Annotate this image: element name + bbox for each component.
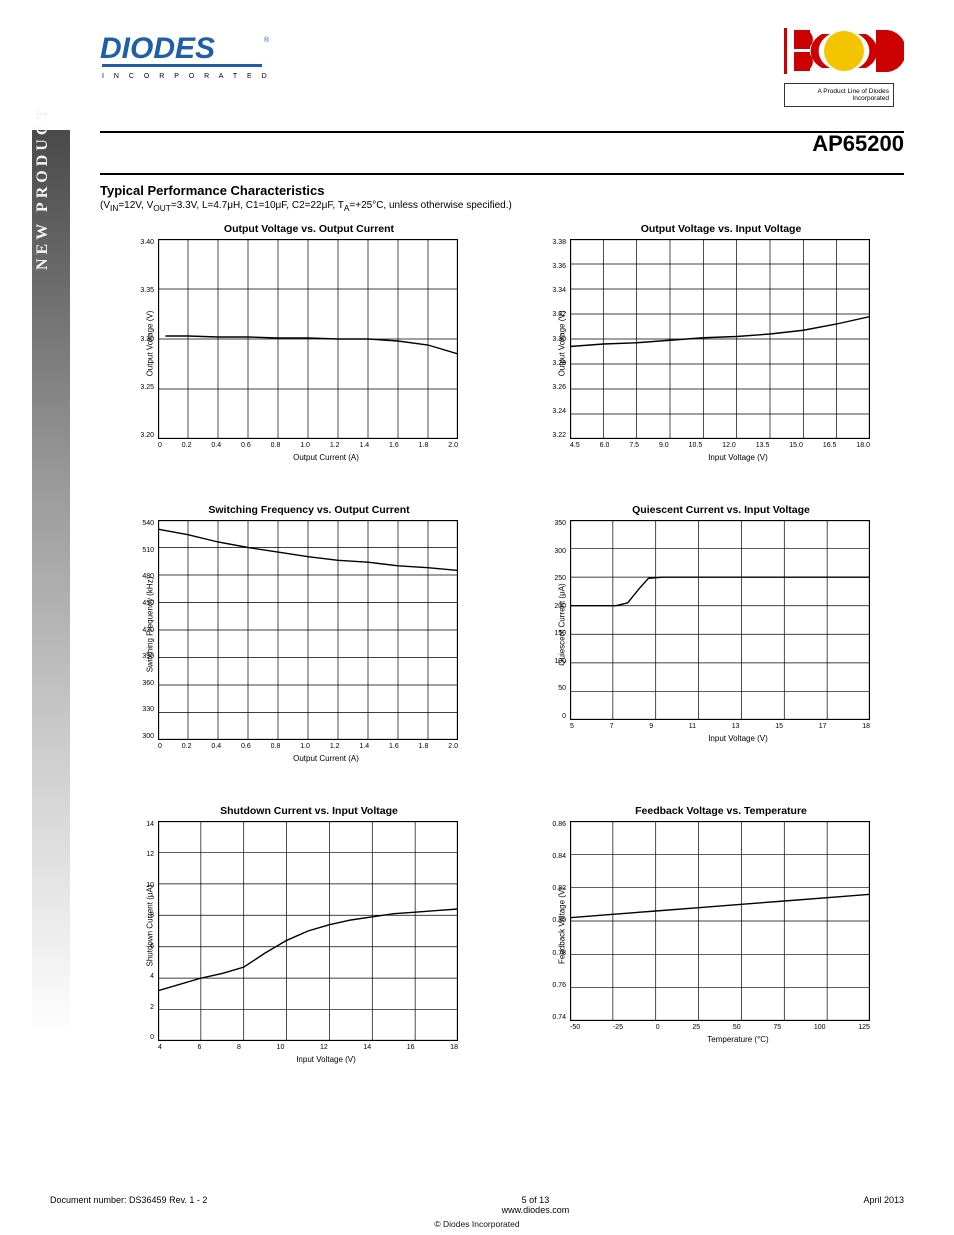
chart-yticks: 3.203.253.303.353.40 <box>130 239 154 439</box>
cond-p3: =3.3V, L=4.7μH, C1=10μF, C2=22μF, T <box>171 200 344 211</box>
chart-svg <box>158 520 458 740</box>
chart-xlabel: Output Current (A) <box>158 754 494 763</box>
part-number: AP65200 <box>50 131 904 157</box>
chart-cell: Quiescent Current vs. Input Voltage Quies… <box>536 504 906 763</box>
footer-mid: 5 of 13 www.diodes.com <box>207 1195 863 1215</box>
chart-cell: Output Voltage vs. Output Current Output … <box>124 223 494 462</box>
conditions-line: (VIN=12V, VOUT=3.3V, L=4.7μH, C1=10μF, C… <box>100 200 904 213</box>
svg-text:DIODES: DIODES <box>100 32 215 65</box>
svg-text:I N C O R P O R A T E D: I N C O R P O R A T E D <box>102 73 271 80</box>
chart-title: Output Voltage vs. Input Voltage <box>536 223 906 235</box>
chart-title: Quiescent Current vs. Input Voltage <box>536 504 906 516</box>
chart-xticks: 00.20.40.60.81.01.21.41.61.82.0 <box>158 743 458 750</box>
chart-cell: Shutdown Current vs. Input Voltage Shutdo… <box>124 805 494 1064</box>
cond-sub2: OUT <box>153 203 171 213</box>
chart-cell: Output Voltage vs. Input Voltage Output V… <box>536 223 906 462</box>
plot-box: Shutdown Current (μA)4681012141618024681… <box>158 821 458 1041</box>
footer-copyright: © Diodes Incorporated <box>50 1219 904 1229</box>
chart-svg <box>570 239 870 439</box>
chart-yticks: 0.740.760.780.800.820.840.86 <box>542 821 566 1021</box>
plot-box: Feedback Voltage (V)-50-2502550751001250… <box>570 821 870 1021</box>
rule-2 <box>100 173 904 175</box>
charts-grid: Output Voltage vs. Output Current Output … <box>124 223 904 1064</box>
plot-box: Output Voltage (V)00.20.40.60.81.01.21.4… <box>158 239 458 439</box>
cond-p1: (V <box>100 200 110 211</box>
chart-title: Output Voltage vs. Output Current <box>124 223 494 235</box>
chart-xticks: 00.20.40.60.81.01.21.41.61.82.0 <box>158 442 458 449</box>
logo-caption-box: A Product Line of Diodes Incorporated <box>784 83 894 107</box>
chart-title: Feedback Voltage vs. Temperature <box>536 805 906 817</box>
chart-yticks: 300330360390420450480510540 <box>130 520 154 740</box>
header: DIODES ® I N C O R P O R A T E D A Prod <box>100 28 904 123</box>
logo-caption: A Product Line of Diodes Incorporated <box>789 88 889 102</box>
chart-title: Switching Frequency vs. Output Current <box>124 504 494 516</box>
chart-xlabel: Input Voltage (V) <box>158 1055 494 1064</box>
plot-box: Quiescent Current (μA)579111315171805010… <box>570 520 870 720</box>
plot-box: Switching Frequency (kHz)00.20.40.60.81.… <box>158 520 458 740</box>
section-title: Typical Performance Characteristics <box>100 183 904 198</box>
chart-xticks: 5791113151718 <box>570 723 870 730</box>
chart-yticks: 02468101214 <box>130 821 154 1041</box>
chart-xlabel: Input Voltage (V) <box>570 453 906 462</box>
cond-p4: =+25°C, unless otherwise specified.) <box>349 200 511 211</box>
footer: Document number: DS36459 Rev. 1 - 2 5 of… <box>50 1195 904 1215</box>
chart-yticks: 3.223.243.263.283.303.323.343.363.38 <box>542 239 566 439</box>
cond-p2: =12V, V <box>118 200 153 211</box>
chart-svg <box>158 239 458 439</box>
chart-svg <box>570 520 870 720</box>
bcd-logo: A Product Line of Diodes Incorporated <box>784 28 904 107</box>
chart-title: Shutdown Current vs. Input Voltage <box>124 805 494 817</box>
chart-xticks: -50-250255075100125 <box>570 1024 870 1031</box>
side-gradient <box>32 130 70 1032</box>
plot-box: Output Voltage (V)4.56.07.59.010.512.013… <box>570 239 870 439</box>
chart-xlabel: Input Voltage (V) <box>570 734 906 743</box>
footer-left: Document number: DS36459 Rev. 1 - 2 <box>50 1195 207 1215</box>
footer-url: www.diodes.com <box>207 1205 863 1215</box>
page-root: NEW PRODUCT DIODES ® I N C O R P O R A T… <box>0 0 954 1235</box>
chart-svg <box>570 821 870 1021</box>
chart-xticks: 4681012141618 <box>158 1044 458 1051</box>
chart-cell: Switching Frequency vs. Output Current Sw… <box>124 504 494 763</box>
chart-cell: Feedback Voltage vs. Temperature Feedback… <box>536 805 906 1064</box>
diodes-logo: DIODES ® I N C O R P O R A T E D <box>100 28 280 89</box>
chart-svg <box>158 821 458 1041</box>
svg-text:®: ® <box>264 36 270 44</box>
footer-right: April 2013 <box>863 1195 904 1215</box>
footer-pagecount: 5 of 13 <box>207 1195 863 1205</box>
chart-yticks: 050100150200250300350 <box>542 520 566 720</box>
chart-xlabel: Temperature (°C) <box>570 1035 906 1044</box>
chart-xticks: 4.56.07.59.010.512.013.515.016.518.0 <box>570 442 870 449</box>
chart-xlabel: Output Current (A) <box>158 453 494 462</box>
